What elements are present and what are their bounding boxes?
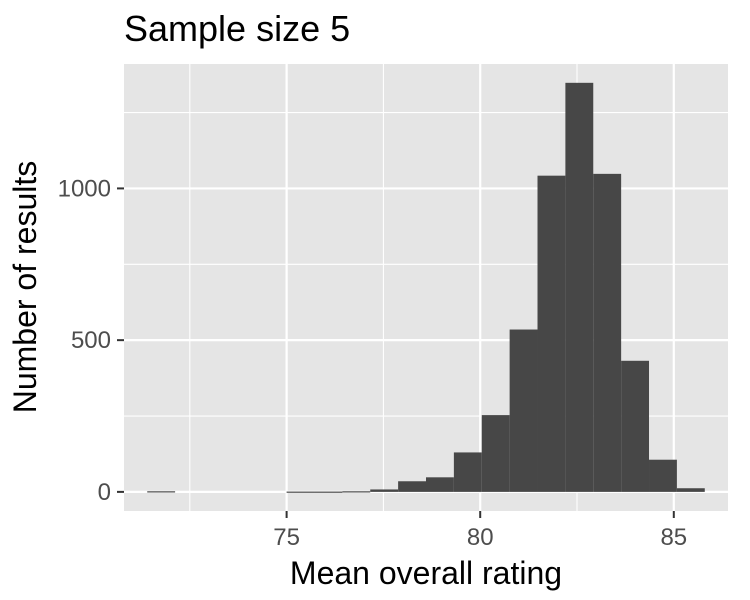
x-tick-label: 85 (660, 524, 687, 551)
x-axis-label: Mean overall rating (290, 555, 562, 591)
histogram-bar (398, 481, 426, 492)
histogram-bar (453, 452, 482, 492)
histogram-bar (314, 491, 343, 493)
y-tick-label: 1000 (58, 175, 111, 202)
histogram-bar (621, 360, 650, 492)
histogram-bar (481, 415, 510, 492)
histogram-bar (342, 491, 371, 493)
chart-title: Sample size 5 (124, 8, 350, 49)
histogram-bar (286, 491, 315, 493)
histogram-bar (147, 491, 176, 493)
histogram-bar (426, 477, 454, 492)
histogram-bar (370, 489, 399, 492)
histogram-bar (537, 175, 566, 492)
y-axis-label: Number of results (7, 161, 43, 414)
x-tick-label: 80 (467, 524, 494, 551)
y-tick-label: 0 (98, 479, 111, 506)
axes: 75 80 85 0 500 1000 (58, 175, 688, 551)
histogram-bar (509, 329, 538, 492)
histogram-bar (649, 459, 677, 492)
y-tick-label: 500 (71, 327, 111, 354)
x-tick-label: 75 (273, 524, 300, 551)
histogram-bar (593, 173, 622, 492)
histogram-bar (676, 488, 705, 492)
histogram-bar (565, 82, 594, 492)
histogram-bars (147, 82, 705, 493)
